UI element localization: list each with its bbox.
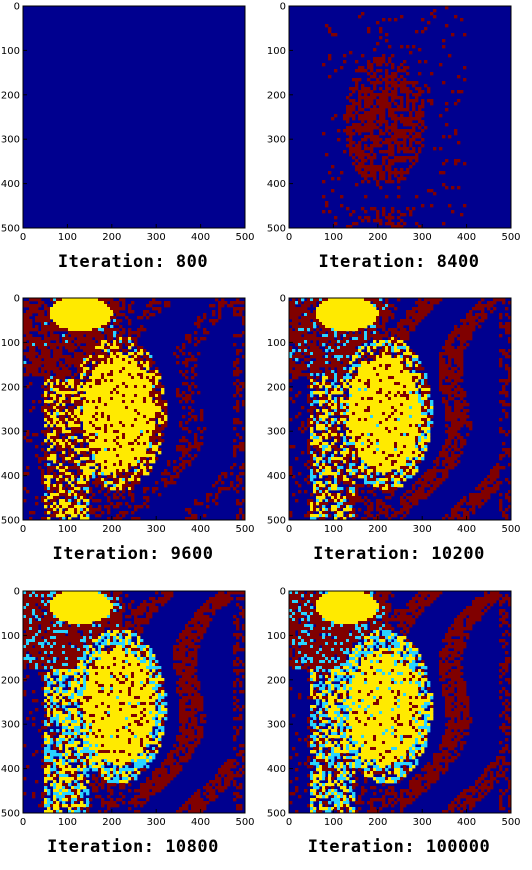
y-tick-label: 200: [267, 90, 286, 101]
panel-caption: Iteration: 800: [0, 252, 266, 272]
y-tick-label: 400: [1, 179, 20, 190]
y-tick-label: 500: [1, 224, 20, 235]
x-tick-label: 200: [368, 817, 387, 828]
x-tick-label: 500: [501, 524, 520, 535]
panel-caption: Iteration: 10800: [0, 837, 266, 857]
y-tick-label: 500: [1, 516, 20, 527]
y-tick-label: 500: [267, 809, 286, 820]
panel-caption: Iteration: 100000: [266, 837, 532, 857]
y-tick-label: 0: [280, 294, 286, 305]
x-tick-label: 500: [501, 817, 520, 828]
y-tick-label: 300: [1, 427, 20, 438]
x-tick-label: 500: [235, 817, 254, 828]
y-tick-label: 400: [1, 471, 20, 482]
x-tick-label: 300: [413, 524, 432, 535]
x-tick-label: 0: [20, 817, 26, 828]
y-tick-label: 100: [267, 338, 286, 349]
x-tick-label: 0: [286, 232, 292, 243]
y-tick-label: 0: [14, 2, 20, 13]
y-tick-label: 500: [1, 809, 20, 820]
x-tick-label: 100: [58, 817, 77, 828]
x-tick-label: 400: [191, 232, 210, 243]
x-tick-label: 300: [147, 232, 166, 243]
y-tick-label: 200: [1, 382, 20, 393]
y-tick-label: 100: [1, 338, 20, 349]
y-tick-label: 400: [267, 764, 286, 775]
y-tick-label: 300: [267, 427, 286, 438]
x-tick-label: 200: [102, 232, 121, 243]
y-tick-label: 300: [267, 720, 286, 731]
x-tick-label: 0: [286, 524, 292, 535]
x-tick-label: 0: [20, 524, 26, 535]
y-tick-label: 400: [267, 471, 286, 482]
x-tick-label: 200: [368, 524, 387, 535]
x-tick-label: 0: [286, 817, 292, 828]
x-tick-label: 100: [324, 232, 343, 243]
x-tick-label: 100: [324, 524, 343, 535]
x-tick-label: 300: [413, 817, 432, 828]
y-tick-label: 100: [1, 631, 20, 642]
x-tick-label: 400: [457, 232, 476, 243]
y-tick-label: 200: [1, 90, 20, 101]
x-tick-label: 100: [58, 524, 77, 535]
y-tick-label: 500: [267, 516, 286, 527]
y-tick-label: 300: [1, 135, 20, 146]
x-tick-label: 100: [58, 232, 77, 243]
x-tick-label: 400: [457, 817, 476, 828]
x-tick-label: 300: [147, 817, 166, 828]
x-tick-label: 100: [324, 817, 343, 828]
x-tick-label: 500: [235, 232, 254, 243]
panel-caption: Iteration: 9600: [0, 544, 266, 564]
y-tick-label: 500: [267, 224, 286, 235]
y-tick-label: 300: [267, 135, 286, 146]
x-tick-label: 500: [235, 524, 254, 535]
x-tick-label: 400: [457, 524, 476, 535]
x-tick-label: 400: [191, 524, 210, 535]
x-tick-label: 0: [20, 232, 26, 243]
map-background: [23, 6, 245, 228]
x-tick-label: 200: [102, 817, 121, 828]
x-tick-label: 300: [413, 232, 432, 243]
x-tick-label: 200: [102, 524, 121, 535]
y-tick-label: 0: [14, 587, 20, 598]
x-tick-label: 200: [368, 232, 387, 243]
y-tick-label: 0: [280, 587, 286, 598]
y-tick-label: 300: [1, 720, 20, 731]
y-tick-label: 100: [1, 46, 20, 57]
y-tick-label: 0: [14, 294, 20, 305]
y-tick-label: 400: [267, 179, 286, 190]
y-tick-label: 0: [280, 2, 286, 13]
y-tick-label: 200: [1, 675, 20, 686]
x-tick-label: 500: [501, 232, 520, 243]
y-tick-label: 200: [267, 382, 286, 393]
y-tick-label: 100: [267, 46, 286, 57]
panel-caption: Iteration: 8400: [266, 252, 532, 272]
y-tick-label: 400: [1, 764, 20, 775]
x-tick-label: 400: [191, 817, 210, 828]
panel-caption: Iteration: 10200: [266, 544, 532, 564]
y-tick-label: 200: [267, 675, 286, 686]
y-tick-label: 100: [267, 631, 286, 642]
x-tick-label: 300: [147, 524, 166, 535]
